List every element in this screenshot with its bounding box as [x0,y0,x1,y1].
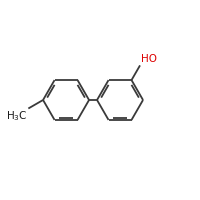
Text: H$_3$C: H$_3$C [6,109,27,123]
Text: HO: HO [141,54,157,64]
